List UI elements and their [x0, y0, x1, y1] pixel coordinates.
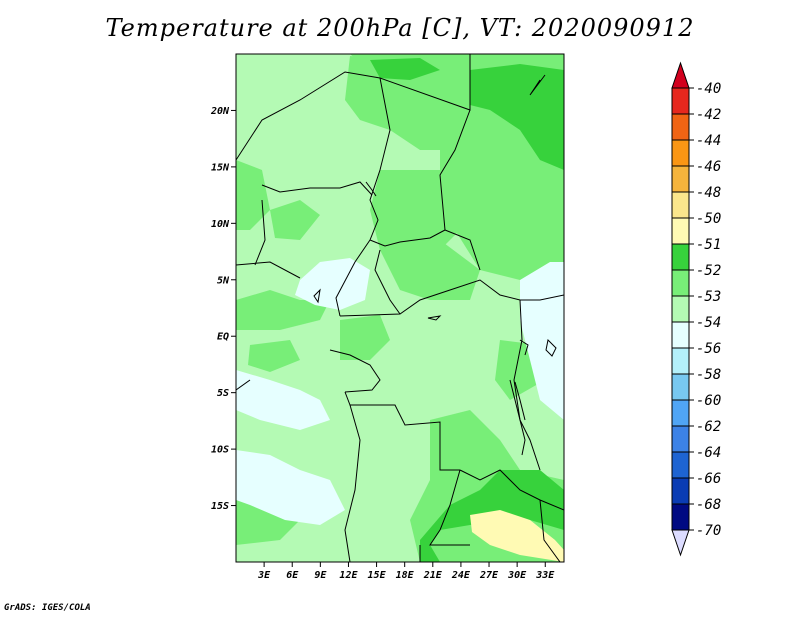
colorbar-bottom-arrow	[671, 529, 690, 557]
lat-tick-label: 10N	[211, 219, 230, 230]
colorbar-swatch	[671, 113, 690, 141]
colorbar-label: -40	[696, 81, 721, 97]
lakes-coast	[313, 181, 557, 456]
lon-tick-label: 18E	[396, 570, 415, 581]
lon-tick-label: 3E	[257, 570, 271, 581]
colorbar-label: -54	[696, 315, 721, 331]
colorbar-label: -70	[696, 523, 721, 539]
colorbar-swatch	[671, 321, 690, 349]
colorbar-swatch	[671, 217, 690, 245]
lon-tick-label: 24E	[451, 570, 471, 581]
colorbar-label: -58	[696, 367, 721, 383]
temperature-field	[236, 54, 564, 562]
field-pale-yellow	[470, 510, 564, 562]
lat-tick-label: 20N	[210, 106, 230, 117]
colorbar-label: -60	[696, 393, 721, 409]
colorbar-label: -42	[696, 107, 721, 123]
lat-tick-label: 10S	[211, 445, 229, 456]
lat-axis: 20N 15N 10N 5N EQ 5S 10S 15S	[210, 106, 236, 512]
map-title: Temperature at 200hPa [C], VT: 202009091…	[105, 14, 695, 42]
lon-tick-label: 30E	[507, 570, 527, 581]
colorbar-swatch	[671, 295, 690, 323]
colorbar-swatch	[671, 139, 690, 167]
colorbar-label: -51	[696, 237, 721, 253]
colorbar-swatch	[671, 191, 690, 219]
lat-tick-label: 15N	[211, 162, 230, 173]
colorbar-swatch	[671, 347, 690, 375]
lon-tick-label: 27E	[479, 570, 499, 581]
lat-tick-label: 5N	[217, 275, 230, 286]
lon-tick-label: 21E	[423, 570, 443, 581]
colorbar-label: -68	[696, 497, 721, 513]
lat-tick-label: EQ	[217, 332, 229, 343]
field-pale-cyan	[236, 258, 564, 525]
colorbar-swatch	[671, 503, 690, 531]
colorbar-swatch	[671, 399, 690, 427]
colorbar-label: -56	[696, 341, 721, 357]
colorbar-label: -46	[696, 159, 721, 175]
colorbar-label: -50	[696, 211, 721, 227]
colorbar-swatch	[671, 373, 690, 401]
country-borders	[236, 54, 564, 562]
colorbar-swatch	[671, 269, 690, 297]
colorbar-swatch	[671, 425, 690, 453]
lat-tick-label: 15S	[211, 501, 229, 512]
colorbar-label: -52	[696, 263, 721, 279]
colorbar-swatch	[671, 165, 690, 193]
map-frame	[235, 53, 565, 563]
lon-tick-label: 12E	[339, 570, 358, 581]
colorbar-label: -64	[696, 445, 721, 461]
colorbar-label: -48	[696, 185, 721, 201]
lon-tick-label: 9E	[314, 570, 327, 581]
lat-tick-label: 5S	[217, 388, 229, 399]
lon-tick-label: 33E	[535, 570, 555, 581]
colorbar-label: -66	[696, 471, 721, 487]
colorbar: -40 -42 -44 -46 -48 -50 -51 -52 -53 -54 -56 -58 -60 -…	[671, 61, 721, 557]
lon-axis: 3E 6E 9E 12E 15E 18E 21E 24E 27E 30E 33E	[257, 562, 555, 581]
colorbar-swatch	[671, 451, 690, 479]
colorbar-swatch	[671, 87, 690, 115]
colorbar-top-arrow	[671, 61, 690, 89]
colorbar-swatch	[671, 477, 690, 505]
colorbar-label: -62	[696, 419, 721, 435]
colorbar-label: -53	[696, 289, 721, 305]
colorbar-label: -44	[696, 133, 721, 149]
lon-tick-label: 15E	[368, 570, 387, 581]
grads-credit: GrADS: IGES/COLA	[4, 603, 91, 613]
colorbar-swatch	[671, 243, 690, 271]
lon-tick-label: 6E	[286, 570, 299, 581]
